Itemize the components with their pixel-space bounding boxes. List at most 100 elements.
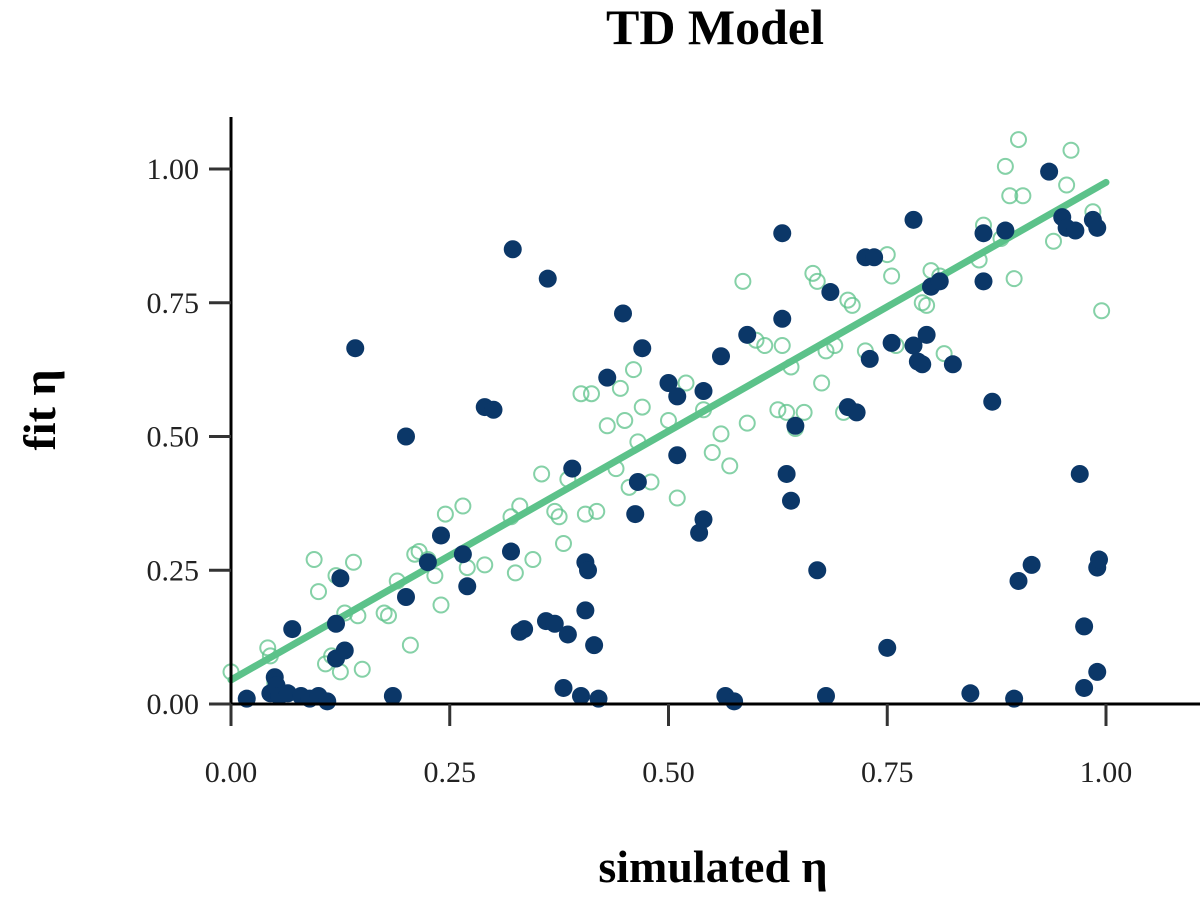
filled-point <box>725 692 744 711</box>
filled-point <box>996 221 1015 240</box>
open-point <box>677 374 695 392</box>
filled-point <box>1088 218 1107 237</box>
filled-point <box>865 248 884 267</box>
filled-point <box>808 561 827 580</box>
filled-point <box>904 210 923 229</box>
open-point <box>1062 141 1080 159</box>
open-point <box>703 444 721 462</box>
x-tick-label: 1.00 <box>1080 756 1133 789</box>
open-point <box>1093 302 1111 320</box>
open-point <box>1010 131 1027 149</box>
x-tick-label: 0.25 <box>424 756 477 789</box>
open-point <box>533 465 551 483</box>
filled-point <box>1066 221 1085 240</box>
open-point <box>778 403 796 421</box>
fit-line <box>227 178 1110 684</box>
filled-point <box>418 553 437 572</box>
open-point <box>1014 187 1032 205</box>
plot-area <box>222 131 1111 711</box>
filled-point <box>458 577 477 596</box>
chart-title: TD Model <box>606 0 824 55</box>
filled-point <box>983 392 1002 411</box>
open-point <box>712 425 730 443</box>
filled-point <box>397 427 415 446</box>
filled-point <box>1088 662 1107 681</box>
x-axis-ticks: 0.00 0.25 0.50 0.75 1.00 <box>205 704 1133 789</box>
filled-point <box>283 620 302 639</box>
x-axis-label: simulated η <box>598 841 827 892</box>
open-point <box>588 502 606 520</box>
open-point <box>476 556 494 574</box>
filled-point <box>331 569 350 588</box>
open-point <box>524 551 542 569</box>
open-point <box>734 272 752 290</box>
open-point <box>773 337 791 355</box>
open-point <box>813 374 831 392</box>
filled-point <box>782 491 800 510</box>
open-point <box>1045 232 1062 250</box>
filled-point <box>961 684 980 703</box>
open-point <box>572 385 590 403</box>
filled-point <box>335 641 354 660</box>
filled-point <box>383 686 402 705</box>
open-point <box>454 497 472 515</box>
filled-point <box>904 336 923 355</box>
open-point <box>935 345 953 363</box>
filled-point <box>628 472 647 491</box>
open-point <box>883 267 901 285</box>
open-point <box>996 157 1014 175</box>
open-point <box>305 551 323 569</box>
y-axis-ticks: 0.00 0.25 0.50 0.75 1.00 <box>147 153 231 721</box>
open-point <box>426 567 444 585</box>
filled-point <box>1090 550 1108 569</box>
open-point <box>738 414 756 432</box>
filled-point <box>974 224 993 243</box>
open-point <box>555 535 572 552</box>
filled-point <box>1009 571 1028 590</box>
filled-point <box>633 339 652 358</box>
filled-point <box>817 686 835 705</box>
filled-point <box>913 355 932 374</box>
filled-point <box>668 387 687 406</box>
open-point <box>839 291 857 309</box>
open-point <box>769 401 787 419</box>
filled-point <box>1075 617 1094 636</box>
open-point <box>401 636 419 654</box>
open-point <box>353 660 371 678</box>
open-point <box>795 403 813 421</box>
filled-point <box>585 636 604 655</box>
y-tick-label: 0.00 <box>147 688 200 721</box>
filled-point <box>694 382 713 401</box>
open-point <box>668 489 686 507</box>
open-point <box>808 272 826 290</box>
filled-point <box>545 614 564 633</box>
open-point <box>506 564 524 582</box>
open-point <box>583 385 600 403</box>
open-point <box>611 379 629 397</box>
filled-point <box>563 459 582 478</box>
filled-point <box>572 686 590 705</box>
filled-point <box>786 416 805 435</box>
filled-point <box>860 349 879 368</box>
filled-point <box>1040 162 1059 181</box>
filled-point <box>659 374 678 392</box>
filled-point <box>712 347 730 366</box>
filled-point <box>318 692 337 711</box>
x-tick-label: 0.50 <box>642 756 695 789</box>
filled-point <box>1075 678 1094 697</box>
filled-point <box>943 355 962 374</box>
filled-point <box>878 638 897 657</box>
filled-point <box>821 283 840 302</box>
filled-point <box>668 446 687 465</box>
x-tick-label: 0.75 <box>861 756 914 789</box>
y-tick-label: 0.50 <box>147 421 200 454</box>
open-point <box>1001 187 1019 205</box>
open-point <box>918 296 936 314</box>
filled-point <box>453 545 472 564</box>
open-point <box>546 502 564 520</box>
open-point <box>436 505 454 523</box>
filled-point <box>432 526 450 545</box>
filled-point <box>346 339 365 358</box>
open-point <box>598 417 616 435</box>
